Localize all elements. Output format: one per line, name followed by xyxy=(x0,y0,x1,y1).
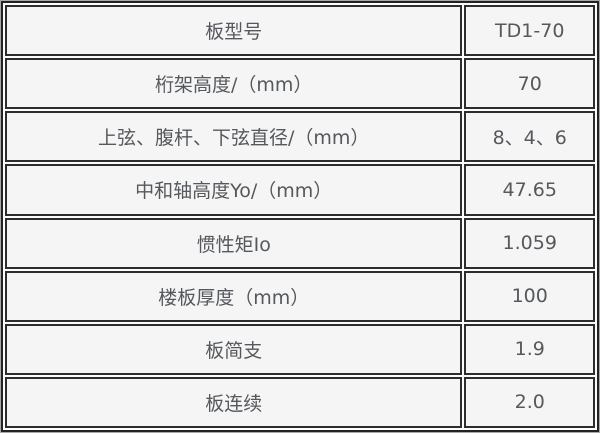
table-row: 楼板厚度（mm） 100 xyxy=(5,270,595,322)
row-value-cell: 47.65 xyxy=(464,164,595,216)
table-row: 中和轴高度Yo/（mm） 47.65 xyxy=(5,164,595,216)
row-label-cell: 惯性矩Io xyxy=(5,217,463,269)
table-row: 板连续 2.0 xyxy=(5,376,595,428)
row-value-cell: TD1-70 xyxy=(464,5,595,57)
row-label-cell: 板型号 xyxy=(5,5,463,57)
row-label-cell: 上弦、腹杆、下弦直径/（mm） xyxy=(5,111,463,163)
table-row: 板简支 1.9 xyxy=(5,323,595,375)
row-label-cell: 楼板厚度（mm） xyxy=(5,270,463,322)
row-value-cell: 8、4、6 xyxy=(464,111,595,163)
row-value-cell: 1.9 xyxy=(464,323,595,375)
table-row: 板型号 TD1-70 xyxy=(5,5,595,57)
row-value-cell: 70 xyxy=(464,58,595,110)
row-label-cell: 板简支 xyxy=(5,323,463,375)
table-row: 上弦、腹杆、下弦直径/（mm） 8、4、6 xyxy=(5,111,595,163)
row-value-cell: 100 xyxy=(464,270,595,322)
row-label-cell: 中和轴高度Yo/（mm） xyxy=(5,164,463,216)
table-row: 桁架高度/（mm） 70 xyxy=(5,58,595,110)
row-value-cell: 2.0 xyxy=(464,376,595,428)
row-label-cell: 板连续 xyxy=(5,376,463,428)
row-value-cell: 1.059 xyxy=(464,217,595,269)
table-row: 惯性矩Io 1.059 xyxy=(5,217,595,269)
row-label-cell: 桁架高度/（mm） xyxy=(5,58,463,110)
